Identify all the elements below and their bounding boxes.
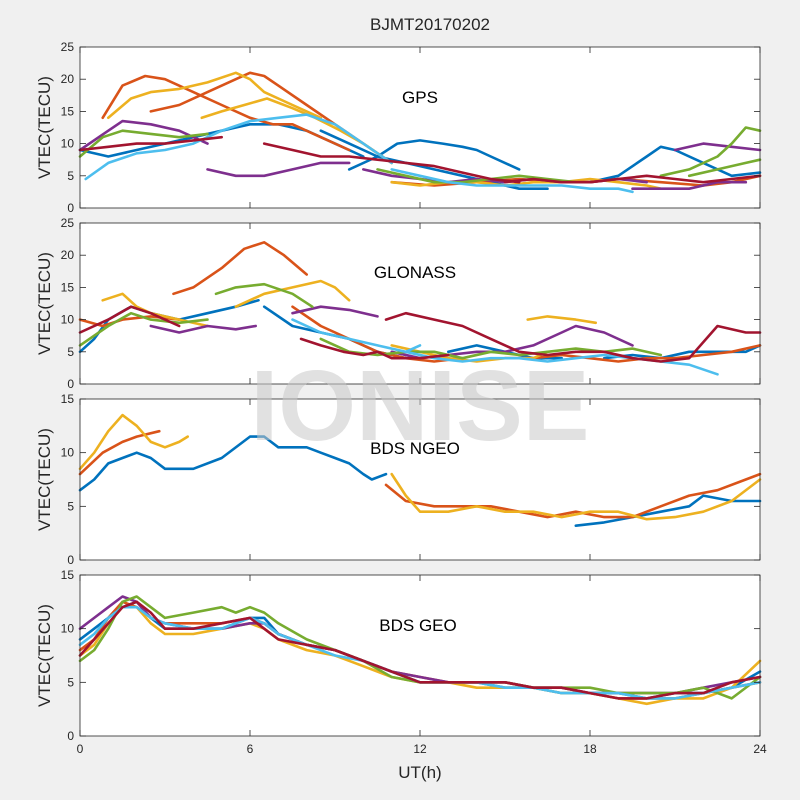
- series-line-8: [107, 71, 323, 120]
- series-line-21: [78, 305, 181, 334]
- y-tick-label: 0: [67, 553, 74, 567]
- series-line-4: [588, 145, 762, 184]
- series-line-16: [78, 129, 209, 158]
- series-line-12: [526, 315, 597, 325]
- y-tick-label: 25: [61, 216, 75, 230]
- y-tick-label: 15: [61, 104, 75, 118]
- y-tick-label: 0: [67, 729, 74, 743]
- y-tick-label: 20: [61, 248, 75, 262]
- y-tick-label: 25: [61, 40, 75, 54]
- series-line-14: [631, 180, 748, 190]
- series-line-17: [376, 168, 578, 184]
- series-line-14: [291, 305, 379, 318]
- series-line-11: [78, 119, 209, 152]
- y-tick-label: 5: [67, 169, 74, 183]
- watermark: IONISE: [251, 350, 590, 462]
- panels: 0 5 10 15 20 25 VTEC(TECU) GPS 0 5 10 15 20 25 VTEC(TE…: [35, 40, 767, 756]
- y-axis-label: VTEC(TECU): [35, 604, 54, 707]
- y-axis-label: VTEC(TECU): [35, 252, 54, 355]
- y-tick-label: 20: [61, 72, 75, 86]
- x-tick-label: 0: [77, 742, 84, 756]
- panel-bds-ngeo: 0 5 10 15 VTEC(TECU) BDS NGEO: [35, 392, 762, 567]
- y-tick-label: 15: [61, 392, 75, 406]
- series-line-20: [84, 113, 393, 181]
- series-line-12: [206, 161, 351, 178]
- panel-bds-geo: 0 5 10 15 0 6 12 18 24 VTEC(TECU) BDS GEO: [35, 568, 767, 756]
- series-line-2: [574, 494, 762, 527]
- y-tick-label: 5: [67, 675, 74, 689]
- panel-gps: 0 5 10 15 20 25 VTEC(TECU) GPS: [35, 40, 762, 215]
- figure-title: BJMT20170202: [370, 15, 490, 34]
- series-line-3: [78, 605, 762, 706]
- series-line-3: [347, 139, 521, 171]
- y-tick-label: 15: [61, 280, 75, 294]
- y-tick-label: 10: [61, 622, 75, 636]
- series-line-22: [78, 135, 223, 152]
- series-line-8: [503, 344, 762, 363]
- series-line-22: [299, 337, 450, 360]
- series-line-18: [659, 126, 762, 178]
- y-tick-label: 10: [61, 137, 75, 151]
- x-axis-label: UT(h): [398, 763, 441, 782]
- series-line-1: [78, 435, 388, 492]
- series-line-4: [384, 472, 762, 519]
- series-line-4: [602, 344, 762, 360]
- series-line-6: [390, 472, 762, 521]
- series-line-17: [214, 282, 314, 308]
- series-line-23: [262, 142, 521, 184]
- series-line-13: [149, 324, 257, 334]
- series-line-7: [78, 600, 762, 700]
- panel-label: GLONASS: [374, 263, 456, 282]
- series-line-16: [78, 311, 209, 347]
- series-line-6: [172, 241, 308, 296]
- x-tick-label: 6: [247, 742, 254, 756]
- y-axis-label: VTEC(TECU): [35, 428, 54, 531]
- y-tick-label: 0: [67, 377, 74, 391]
- x-tick-label: 12: [413, 742, 427, 756]
- series-line-5: [78, 413, 189, 471]
- y-tick-label: 5: [67, 345, 74, 359]
- x-tick-label: 24: [753, 742, 767, 756]
- series-line-10: [234, 279, 351, 308]
- y-tick-label: 10: [61, 313, 75, 327]
- series-line-19: [291, 318, 422, 354]
- series-line-5: [101, 74, 351, 152]
- y-axis-label: VTEC(TECU): [35, 76, 54, 179]
- series-line-23: [384, 311, 762, 363]
- y-tick-label: 10: [61, 446, 75, 460]
- panel-label: BDS GEO: [379, 616, 456, 635]
- y-tick-label: 15: [61, 568, 75, 582]
- series-line-21: [390, 168, 634, 194]
- series-line-19: [687, 158, 762, 178]
- x-tick-label: 18: [583, 742, 597, 756]
- panel-glonass: 0 5 10 15 20 25 VTEC(TECU) GLONASS: [35, 216, 762, 391]
- y-tick-label: 5: [67, 499, 74, 513]
- y-tick-label: 0: [67, 201, 74, 215]
- panel-label: BDS NGEO: [370, 439, 460, 458]
- panel-label: GPS: [402, 88, 438, 107]
- series-line-24: [503, 174, 762, 184]
- axes-background: [80, 399, 760, 560]
- axes-background: [80, 575, 760, 736]
- series-line-15: [673, 142, 762, 152]
